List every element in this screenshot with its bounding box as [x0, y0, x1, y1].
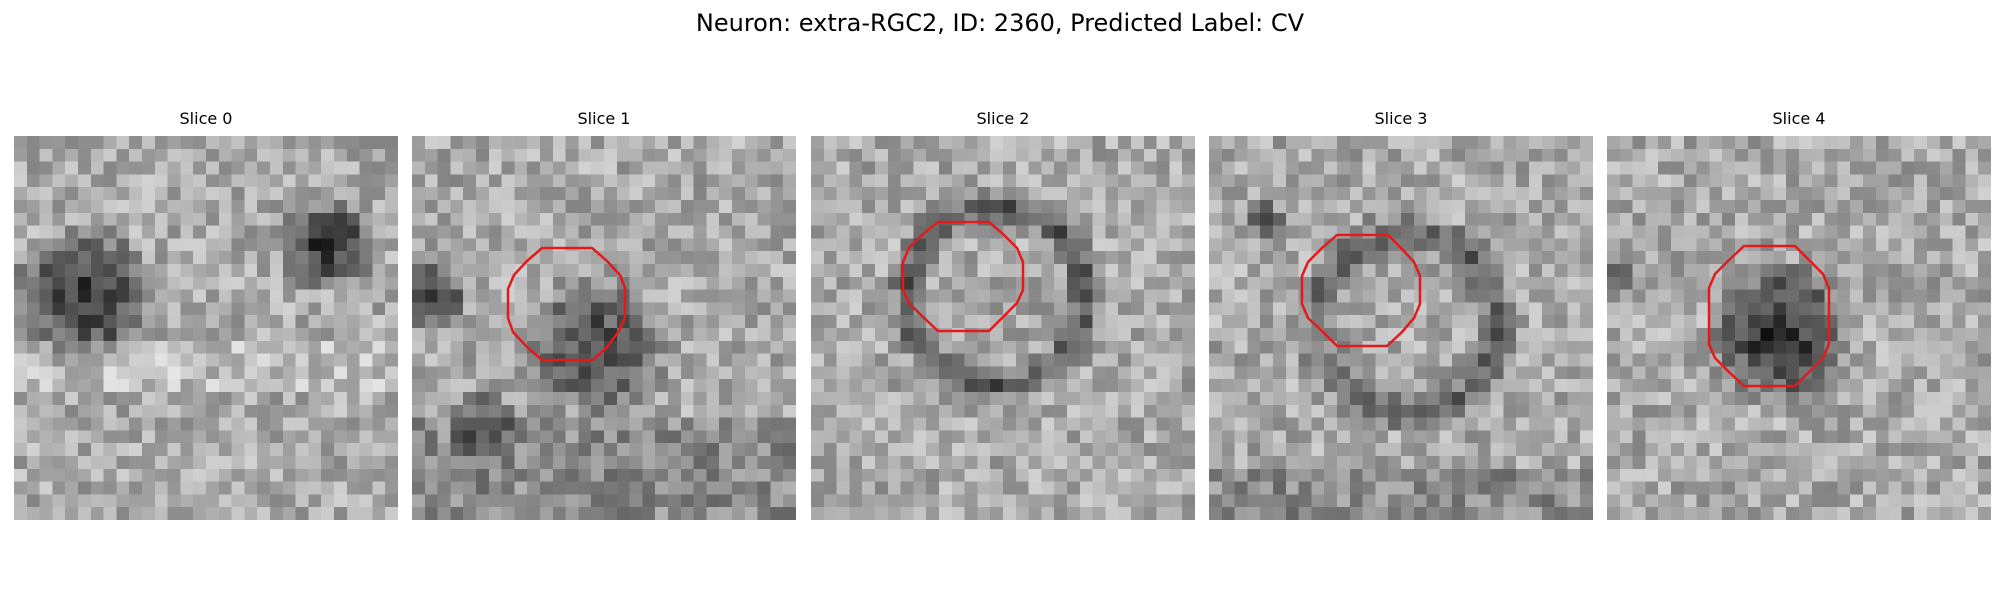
slice-panel-3: Slice 3 [1209, 109, 1593, 520]
microscopy-image-1 [412, 136, 796, 520]
slice-image-3 [1209, 136, 1593, 520]
slice-image-4 [1607, 136, 1991, 520]
slice-title-2: Slice 2 [976, 109, 1030, 128]
slice-image-2 [811, 136, 1195, 520]
slice-panel-0: Slice 0 [14, 109, 398, 520]
slice-title-4: Slice 4 [1772, 109, 1826, 128]
slice-image-1 [412, 136, 796, 520]
contour-outline-1 [506, 246, 627, 362]
microscopy-image-4 [1607, 136, 1991, 520]
slice-panel-4: Slice 4 [1607, 109, 1991, 520]
slice-title-1: Slice 1 [577, 109, 631, 128]
slice-panel-1: Slice 1 [412, 109, 796, 520]
contour-overlay-1 [506, 246, 627, 362]
contour-outline-4 [1707, 244, 1831, 388]
contour-outline-2 [901, 220, 1025, 333]
slice-title-0: Slice 0 [179, 109, 233, 128]
microscopy-image-2 [811, 136, 1195, 520]
contour-overlay-3 [1300, 233, 1422, 348]
microscopy-image-3 [1209, 136, 1593, 520]
microscopy-image-0 [14, 136, 398, 520]
slice-panel-2: Slice 2 [811, 109, 1195, 520]
contour-overlay-4 [1707, 244, 1831, 388]
slice-title-3: Slice 3 [1374, 109, 1428, 128]
figure-title: Neuron: extra-RGC2, ID: 2360, Predicted … [695, 9, 1305, 37]
slice-image-0 [14, 136, 398, 520]
contour-outline-3 [1300, 233, 1422, 348]
contour-overlay-2 [901, 220, 1025, 333]
